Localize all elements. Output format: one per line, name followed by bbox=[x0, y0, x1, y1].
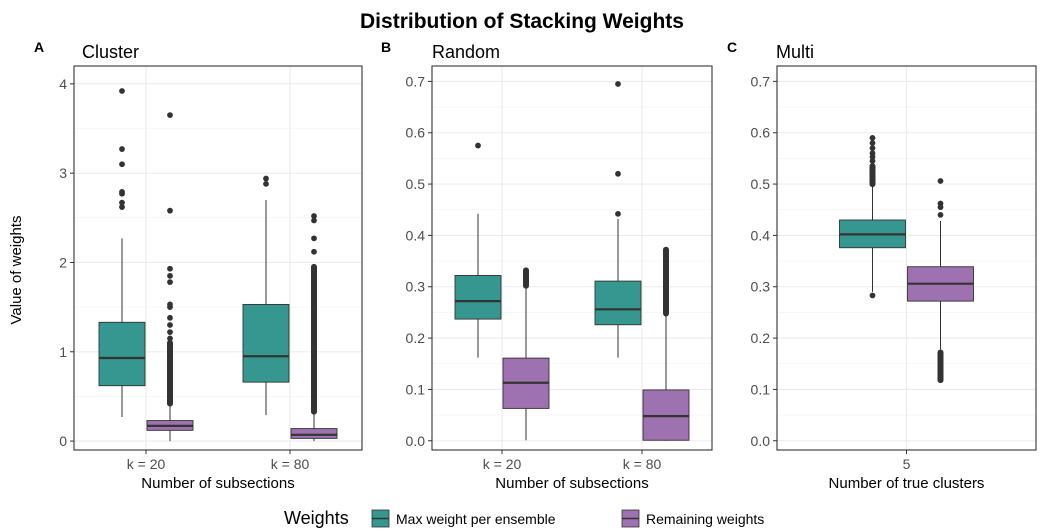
panel-title: Random bbox=[432, 42, 500, 62]
outlier-point bbox=[311, 217, 317, 224]
outlier-point bbox=[869, 150, 876, 157]
box-iqr bbox=[98, 321, 146, 387]
y-tick-label: 0.4 bbox=[406, 227, 426, 243]
y-tick-label: 0.0 bbox=[406, 433, 426, 449]
figure-title: Distribution of Stacking Weights bbox=[360, 10, 684, 33]
box-iqr bbox=[594, 280, 642, 326]
outlier-point bbox=[167, 207, 173, 214]
outlier-point bbox=[167, 301, 173, 308]
y-tick-label: 0.2 bbox=[406, 330, 426, 346]
outlier-point bbox=[167, 265, 173, 272]
outlier-point bbox=[869, 145, 876, 152]
box-iqr bbox=[454, 275, 502, 320]
y-tick-label: 1 bbox=[59, 344, 67, 360]
x-tick-label: k = 20 bbox=[127, 456, 166, 472]
outlier-point bbox=[311, 248, 317, 255]
x-tick-label: k = 80 bbox=[271, 456, 310, 472]
outlier-point bbox=[869, 292, 876, 299]
panel-border bbox=[431, 65, 713, 451]
outlier-point bbox=[937, 211, 944, 218]
outlier-point bbox=[167, 112, 173, 119]
y-tick-label: 0.3 bbox=[406, 279, 426, 295]
box-max-weight-0 bbox=[839, 134, 906, 299]
y-tick-label: 2 bbox=[59, 254, 67, 270]
y-tick-label: 0.7 bbox=[406, 73, 426, 89]
panel-title: Cluster bbox=[82, 42, 139, 62]
box-remaining-0 bbox=[146, 112, 194, 442]
outlier-point bbox=[869, 158, 876, 164]
y-tick-label: 0.7 bbox=[751, 73, 771, 89]
y-tick-label: 0.5 bbox=[751, 176, 771, 192]
legend: Weights Max weight per ensemble Remainin… bbox=[284, 508, 764, 528]
box-max-weight-0 bbox=[98, 88, 146, 417]
outlier-point bbox=[615, 170, 621, 177]
outlier-point bbox=[119, 88, 125, 94]
outlier-point bbox=[119, 189, 125, 195]
outlier-point bbox=[869, 140, 876, 146]
box-max-weight-0 bbox=[454, 142, 502, 358]
legend-label-max-weight: Max weight per ensemble bbox=[396, 511, 556, 527]
outlier-point bbox=[167, 314, 173, 321]
x-axis-label: Number of true clusters bbox=[829, 475, 985, 492]
legend-title: Weights bbox=[284, 508, 349, 528]
box-iqr bbox=[242, 303, 290, 383]
panel-border bbox=[776, 65, 1037, 451]
outlier-point bbox=[937, 178, 944, 184]
y-tick-label: 0.3 bbox=[751, 279, 771, 295]
outlier-point bbox=[119, 204, 125, 210]
outlier-point bbox=[167, 335, 173, 342]
outlier-point bbox=[119, 199, 125, 206]
y-tick-label: 0 bbox=[59, 433, 67, 449]
y-tick-label: 0.6 bbox=[406, 125, 426, 141]
panel-border bbox=[73, 65, 363, 451]
outlier-point bbox=[167, 322, 173, 328]
panel-c: C Multi 0.0 0.1 0.2 0.3 0.4 0.5 0.6 0.7 5 Number of… bbox=[727, 39, 1037, 492]
panel-tag: A bbox=[34, 39, 44, 55]
y-tick-label: 0.0 bbox=[751, 433, 771, 449]
legend-label-remaining-weights: Remaining weights bbox=[646, 511, 764, 527]
y-tick-label: 0.1 bbox=[751, 381, 771, 397]
y-axis-label: Value of weights bbox=[8, 216, 25, 325]
outlier-point bbox=[167, 272, 173, 279]
box-remaining-1 bbox=[290, 213, 338, 442]
y-tick-label: 3 bbox=[59, 165, 67, 181]
panel-a: A Cluster 0 1 2 3 4 k = 20 k = 80 Number of subse… bbox=[34, 39, 363, 492]
box-iqr bbox=[290, 428, 338, 439]
outlier-point bbox=[263, 175, 269, 182]
y-tick-label: 0.1 bbox=[406, 381, 426, 397]
y-tick-label: 0.2 bbox=[751, 330, 771, 346]
outlier-point bbox=[311, 213, 317, 219]
x-axis-label: Number of subsections bbox=[495, 475, 648, 492]
outlier-point bbox=[311, 235, 317, 242]
outlier-point bbox=[119, 161, 125, 168]
box-remaining-0 bbox=[907, 178, 974, 384]
chart-panels: A Cluster 0 1 2 3 4 k = 20 k = 80 Number of subse… bbox=[34, 39, 1037, 492]
y-tick-label: 0.5 bbox=[406, 176, 426, 192]
y-tick-label: 4 bbox=[59, 76, 67, 92]
outlier-point bbox=[167, 329, 173, 336]
outlier-point bbox=[937, 200, 944, 207]
x-axis-label: Number of subsections bbox=[141, 475, 294, 492]
panel-title: Multi bbox=[776, 42, 814, 62]
box-max-weight-1 bbox=[242, 175, 290, 416]
y-tick-label: 0.4 bbox=[751, 227, 771, 243]
y-tick-label: 0.6 bbox=[751, 125, 771, 141]
outlier-point bbox=[475, 142, 481, 149]
outlier-point bbox=[615, 81, 621, 87]
outlier-point bbox=[869, 134, 876, 141]
x-tick-label: k = 80 bbox=[623, 456, 662, 472]
outlier-point bbox=[263, 180, 269, 187]
outlier-point bbox=[615, 210, 621, 217]
box-remaining-1 bbox=[642, 246, 690, 441]
box-max-weight-1 bbox=[594, 81, 642, 358]
x-tick-label: k = 20 bbox=[483, 456, 522, 472]
outlier-point bbox=[167, 279, 173, 286]
outlier-point bbox=[119, 146, 125, 152]
x-tick-label: 5 bbox=[903, 456, 911, 472]
box-remaining-0 bbox=[502, 267, 550, 441]
panel-tag: B bbox=[381, 39, 391, 55]
panel-b: B Random 0.0 0.1 0.2 0.3 0.4 0.5 0.6 0.7 k = 20 k =… bbox=[381, 39, 713, 492]
panel-tag: C bbox=[727, 39, 737, 55]
